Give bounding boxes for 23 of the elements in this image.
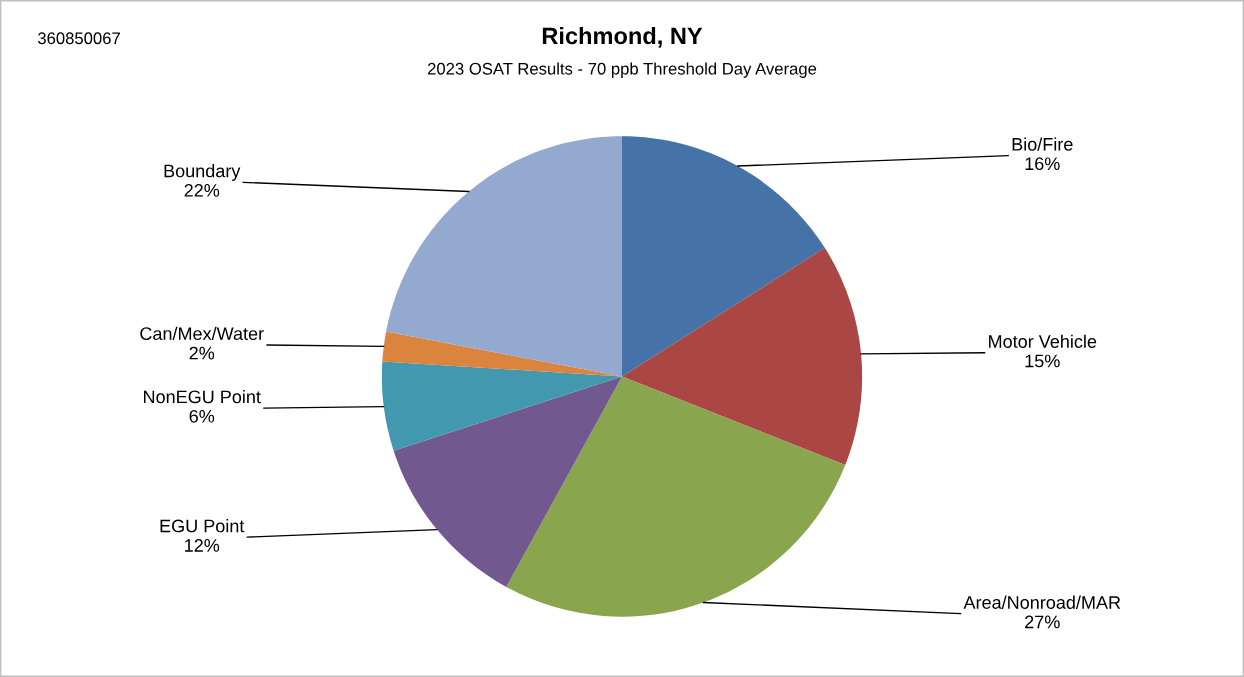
pie-slice <box>393 376 622 587</box>
text: 360850067 <box>37 32 120 45</box>
slice-label: NonEGU Point <box>144 389 261 404</box>
data-label: 16% <box>1025 157 1060 171</box>
data-label: 15% <box>1025 354 1060 368</box>
data-label: 6% <box>189 409 215 423</box>
slice-label: Can/Mex/Water <box>140 326 264 341</box>
slice-label: Motor Vehicle <box>989 334 1097 348</box>
data-label: 12% <box>185 539 220 552</box>
slice-label: Area/Nonroad/MAR <box>963 595 1121 609</box>
chart-subtitle: 2023 OSAT Results - 70 ppb Threshold Day Average <box>427 62 817 78</box>
pie-slice <box>381 361 622 451</box>
slice-label: Bio/Fire <box>1012 137 1073 151</box>
pie-slice <box>386 136 622 377</box>
data-label: 27% <box>1025 615 1060 629</box>
slice-label: Boundary <box>164 164 241 181</box>
pie-slice <box>622 136 825 377</box>
pie-slice <box>622 247 863 465</box>
pie-slice <box>506 376 846 617</box>
data-label: 22% <box>184 183 220 197</box>
data-label: 2% <box>189 346 215 360</box>
slice-label: EGU Point <box>160 519 245 533</box>
chart-title: Richmond, NY <box>542 26 703 48</box>
